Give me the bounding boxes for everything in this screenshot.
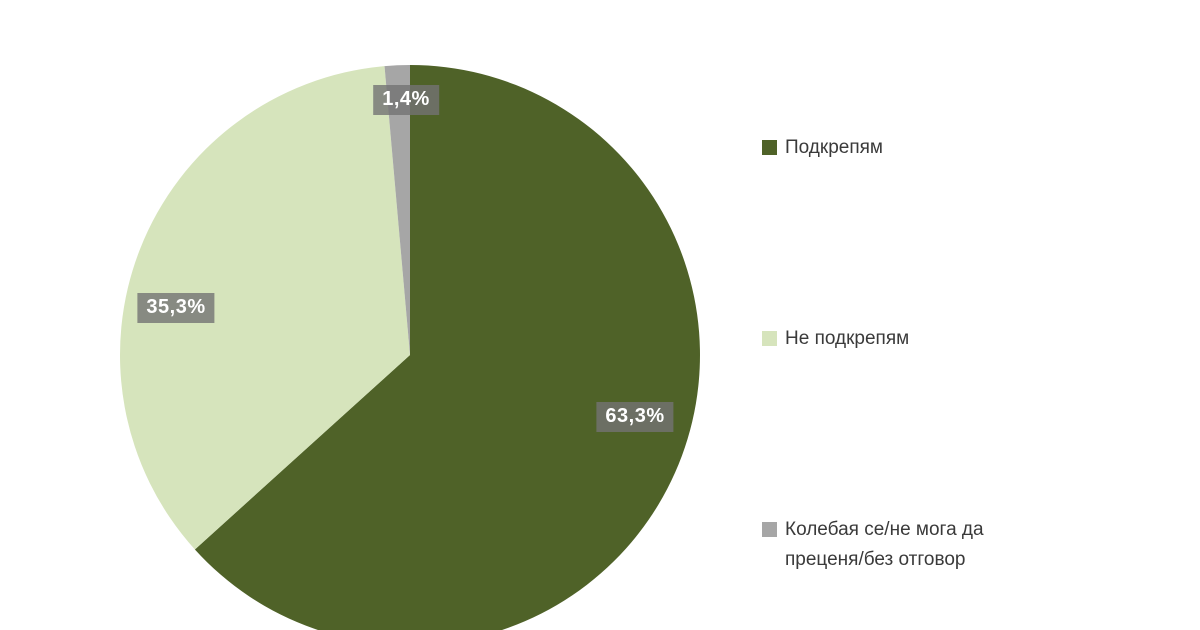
pie-slice-0	[194, 65, 700, 630]
legend-item-ne-podkrepyam: Не подкрепям	[762, 324, 909, 354]
legend-swatch-light-green	[762, 331, 777, 346]
pie-slice-2	[384, 65, 410, 355]
legend-swatch-gray	[762, 522, 777, 537]
legend-label: Подкрепям	[785, 137, 883, 158]
pie-slice-1	[119, 66, 410, 550]
legend-swatch-dark-green	[762, 140, 777, 155]
data-label-podkrepyam: 63,3%	[596, 402, 674, 432]
legend: Подкрепям Не подкрепям Колебая се/не мог…	[762, 0, 1062, 630]
data-label-kolebaya-se: 1,4%	[373, 85, 439, 115]
legend-item-podkrepyam: Подкрепям	[762, 133, 883, 163]
legend-label: Колебая се/не мога да преценя/без отгово…	[785, 519, 984, 570]
data-label-ne-podkrepyam: 35,3%	[137, 293, 215, 323]
legend-label: Не подкрепям	[785, 328, 910, 349]
legend-item-kolebaya-se: Колебая се/не мога да преценя/без отгово…	[762, 515, 1017, 575]
